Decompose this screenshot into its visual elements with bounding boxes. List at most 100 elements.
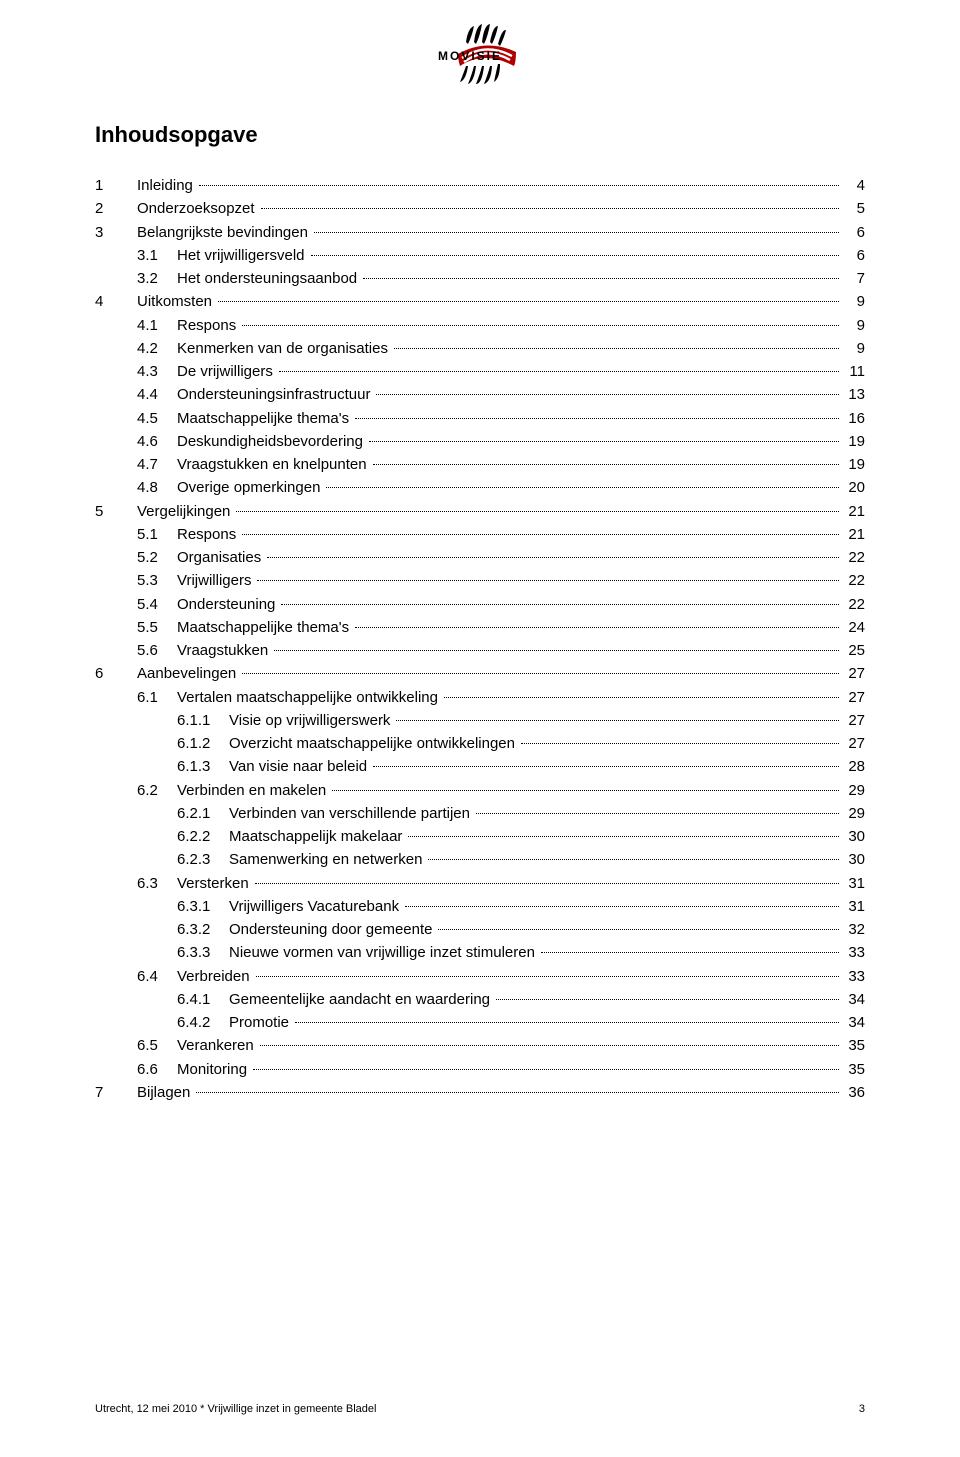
toc-entry-text: Vertalen maatschappelijke ontwikkeling	[177, 686, 442, 709]
toc-entry-text: Uitkomsten	[137, 290, 216, 313]
toc-page-number: 35	[841, 1034, 865, 1057]
toc-level2-num: 4.4	[137, 383, 177, 406]
toc-level3-num: 6.3.3	[177, 941, 229, 964]
toc-level2-num: 6.2	[137, 779, 177, 802]
toc-entry-text: De vrijwilligers	[177, 360, 277, 383]
toc-row: 6.1.1Visie op vrijwilligerswerk27	[95, 709, 865, 732]
toc-entry-text: Maatschappelijke thema's	[177, 616, 353, 639]
toc-page-number: 29	[841, 802, 865, 825]
toc-leader	[253, 1069, 839, 1070]
toc-leader	[256, 976, 839, 977]
toc-row: 2Onderzoeksopzet5	[95, 197, 865, 220]
footer-left: Utrecht, 12 mei 2010 * Vrijwillige inzet…	[95, 1403, 376, 1415]
toc-level2-num: 4.1	[137, 314, 177, 337]
toc-level2-num: 6.3	[137, 872, 177, 895]
toc-row: 4.2Kenmerken van de organisaties9	[95, 337, 865, 360]
toc-row: 5.1Respons21	[95, 523, 865, 546]
toc-level1-num: 1	[95, 174, 137, 197]
toc-page-number: 27	[841, 709, 865, 732]
toc-leader	[405, 906, 839, 907]
toc-level3-num: 6.4.1	[177, 988, 229, 1011]
toc-level1-num: 7	[95, 1081, 137, 1104]
toc-entry-text: Belangrijkste bevindingen	[137, 221, 312, 244]
table-of-contents: 1Inleiding42Onderzoeksopzet53Belangrijks…	[95, 174, 865, 1104]
toc-level3-num: 6.2.3	[177, 848, 229, 871]
toc-leader	[196, 1092, 839, 1093]
footer-page-number: 3	[859, 1403, 865, 1415]
toc-entry-text: Samenwerking en netwerken	[229, 848, 426, 871]
toc-leader	[376, 394, 839, 395]
toc-entry-text: Aanbevelingen	[137, 662, 240, 685]
toc-page-number: 7	[841, 267, 865, 290]
toc-entry-text: Vraagstukken en knelpunten	[177, 453, 371, 476]
toc-row: 5.2Organisaties 22	[95, 546, 865, 569]
toc-level3-num: 6.1.3	[177, 755, 229, 778]
toc-page-number: 36	[841, 1081, 865, 1104]
toc-entry-text: Van visie naar beleid	[229, 755, 371, 778]
toc-entry-text: Vrijwilligers Vacaturebank	[229, 895, 403, 918]
toc-level2-num: 6.4	[137, 965, 177, 988]
toc-leader	[369, 441, 839, 442]
toc-entry-text: Onderzoeksopzet	[137, 197, 259, 220]
toc-page-number: 34	[841, 988, 865, 1011]
toc-entry-text: Vrijwilligers	[177, 569, 255, 592]
toc-row: 5Vergelijkingen21	[95, 500, 865, 523]
toc-page-number: 22	[841, 546, 865, 569]
toc-level2-num: 5.3	[137, 569, 177, 592]
toc-leader	[281, 604, 839, 605]
toc-level2-num: 5.2	[137, 546, 177, 569]
toc-page-number: 33	[841, 965, 865, 988]
toc-page-number: 5	[841, 197, 865, 220]
toc-row: 6.2.2Maatschappelijk makelaar30	[95, 825, 865, 848]
toc-leader	[255, 883, 839, 884]
toc-level2-num: 4.5	[137, 407, 177, 430]
toc-row: 6.4.1Gemeentelijke aandacht en waarderin…	[95, 988, 865, 1011]
toc-row: 6.4Verbreiden 33	[95, 965, 865, 988]
toc-page-number: 19	[841, 430, 865, 453]
toc-leader	[218, 301, 839, 302]
toc-page-number: 34	[841, 1011, 865, 1034]
toc-page-number: 24	[841, 616, 865, 639]
toc-row: 4.8Overige opmerkingen20	[95, 476, 865, 499]
toc-leader	[199, 185, 839, 186]
toc-leader	[242, 325, 839, 326]
toc-row: 4.4Ondersteuningsinfrastructuur13	[95, 383, 865, 406]
toc-row: 7Bijlagen36	[95, 1081, 865, 1104]
toc-level2-num: 6.5	[137, 1034, 177, 1057]
toc-level2-num: 4.2	[137, 337, 177, 360]
toc-row: 6.3.1Vrijwilligers Vacaturebank31	[95, 895, 865, 918]
toc-row: 4.6Deskundigheidsbevordering19	[95, 430, 865, 453]
toc-entry-text: Overige opmerkingen	[177, 476, 324, 499]
toc-entry-text: Het vrijwilligersveld	[177, 244, 309, 267]
movisie-logo: MOVISIE	[424, 22, 536, 86]
toc-row: 5.6Vraagstukken25	[95, 639, 865, 662]
toc-page-number: 4	[841, 174, 865, 197]
toc-leader	[428, 859, 839, 860]
toc-entry-text: Overzicht maatschappelijke ontwikkelinge…	[229, 732, 519, 755]
toc-level2-num: 4.7	[137, 453, 177, 476]
toc-row: 6.6Monitoring35	[95, 1058, 865, 1081]
toc-leader	[311, 255, 839, 256]
toc-row: 6.3Versterken31	[95, 872, 865, 895]
toc-level1-num: 5	[95, 500, 137, 523]
toc-leader	[332, 790, 839, 791]
toc-page-number: 31	[841, 872, 865, 895]
toc-row: 5.5Maatschappelijke thema's 24	[95, 616, 865, 639]
toc-level3-num: 6.1.1	[177, 709, 229, 732]
toc-row: 6.1.2Overzicht maatschappelijke ontwikke…	[95, 732, 865, 755]
toc-entry-text: Organisaties	[177, 546, 265, 569]
toc-page-number: 29	[841, 779, 865, 802]
toc-entry-text: Verbreiden	[177, 965, 254, 988]
toc-page-number: 9	[841, 314, 865, 337]
toc-leader	[355, 627, 839, 628]
toc-leader	[236, 511, 839, 512]
toc-page-number: 6	[841, 244, 865, 267]
toc-leader	[279, 371, 839, 372]
logo-container: MOVISIE	[95, 22, 865, 86]
toc-leader	[396, 720, 839, 721]
page-title: Inhoudsopgave	[95, 122, 865, 148]
toc-level2-num: 5.6	[137, 639, 177, 662]
toc-page-number: 33	[841, 941, 865, 964]
toc-level2-num: 5.5	[137, 616, 177, 639]
toc-row: 3.1Het vrijwilligersveld6	[95, 244, 865, 267]
